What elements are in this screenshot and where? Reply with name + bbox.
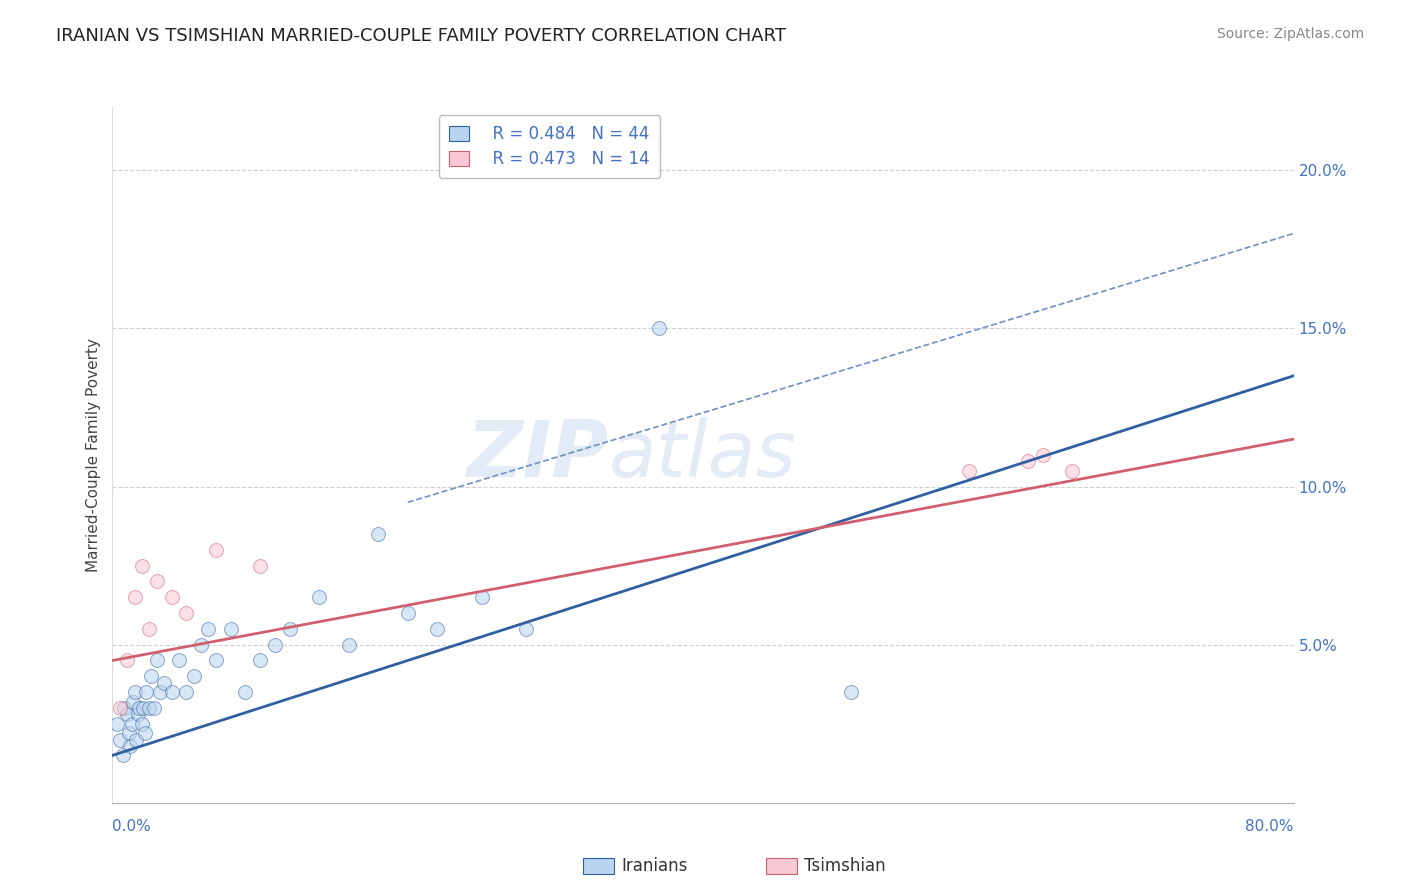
Point xyxy=(105,716,128,731)
Point xyxy=(132,701,155,715)
Point xyxy=(174,685,197,699)
Point xyxy=(264,638,287,652)
Point xyxy=(124,591,146,605)
Point xyxy=(146,653,169,667)
Point xyxy=(1062,464,1084,478)
Point xyxy=(957,464,980,478)
Text: 80.0%: 80.0% xyxy=(1246,819,1294,834)
Point xyxy=(111,748,134,763)
Point xyxy=(131,558,153,573)
Point xyxy=(118,726,141,740)
Text: Source: ZipAtlas.com: Source: ZipAtlas.com xyxy=(1216,27,1364,41)
Point xyxy=(134,726,156,740)
Point xyxy=(367,527,389,541)
Point xyxy=(839,685,862,699)
Point xyxy=(219,622,242,636)
Point xyxy=(337,638,360,652)
Point xyxy=(153,675,176,690)
Point xyxy=(139,669,162,683)
Point xyxy=(124,685,146,699)
Text: Iranians: Iranians xyxy=(621,857,688,875)
Point xyxy=(515,622,537,636)
Point xyxy=(470,591,494,605)
Point xyxy=(249,558,271,573)
Point xyxy=(117,653,138,667)
Text: atlas: atlas xyxy=(609,417,796,493)
Point xyxy=(108,732,131,747)
Point xyxy=(108,701,131,715)
Point xyxy=(146,574,169,589)
Point xyxy=(128,701,150,715)
Point xyxy=(197,622,219,636)
Point xyxy=(1017,454,1039,468)
Point xyxy=(308,591,330,605)
Point xyxy=(249,653,271,667)
Point xyxy=(138,622,160,636)
Point xyxy=(167,653,190,667)
Point xyxy=(278,622,301,636)
Point xyxy=(125,732,148,747)
Point xyxy=(127,707,149,722)
Point xyxy=(190,638,212,652)
Point xyxy=(131,716,153,731)
Point xyxy=(149,685,172,699)
Text: ZIP: ZIP xyxy=(467,417,609,493)
Point xyxy=(121,716,143,731)
Point xyxy=(138,701,160,715)
Point xyxy=(205,542,228,557)
Point xyxy=(174,606,197,620)
Point xyxy=(160,685,183,699)
Point xyxy=(142,701,165,715)
Point xyxy=(647,321,671,335)
Point xyxy=(233,685,256,699)
Y-axis label: Married-Couple Family Poverty: Married-Couple Family Poverty xyxy=(86,338,101,572)
Point xyxy=(205,653,228,667)
Point xyxy=(117,707,138,722)
Point xyxy=(396,606,419,620)
Point xyxy=(160,591,183,605)
Point xyxy=(426,622,449,636)
Point xyxy=(135,685,157,699)
Point xyxy=(120,739,142,753)
Point xyxy=(1032,448,1054,462)
Point xyxy=(122,695,145,709)
Text: 0.0%: 0.0% xyxy=(112,819,152,834)
Legend:   R = 0.484   N = 44,   R = 0.473   N = 14: R = 0.484 N = 44, R = 0.473 N = 14 xyxy=(439,115,659,178)
Point xyxy=(112,701,135,715)
Text: IRANIAN VS TSIMSHIAN MARRIED-COUPLE FAMILY POVERTY CORRELATION CHART: IRANIAN VS TSIMSHIAN MARRIED-COUPLE FAMI… xyxy=(56,27,786,45)
Point xyxy=(183,669,205,683)
Text: Tsimshian: Tsimshian xyxy=(804,857,886,875)
